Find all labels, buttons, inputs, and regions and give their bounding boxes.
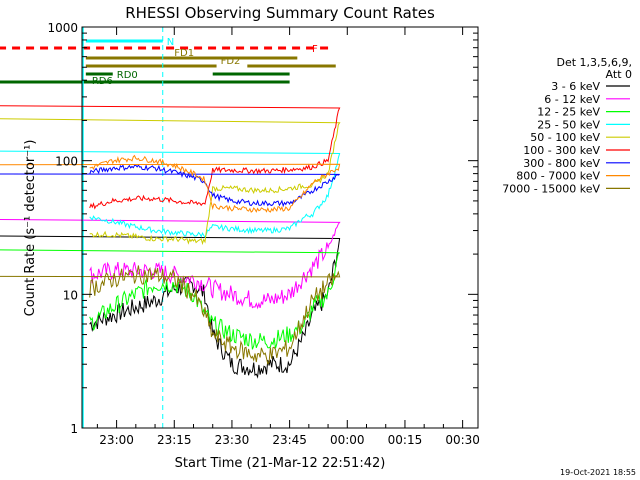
series-line-2: [0, 249, 340, 350]
x-tick-label-1: 23:15: [157, 433, 192, 447]
x-tick-label-2: 23:30: [215, 433, 250, 447]
legend-label-0: 3 - 6 keV: [551, 80, 600, 93]
series-line-8: [0, 265, 341, 365]
legend-label-1: 6 - 12 keV: [544, 93, 600, 106]
flag-label-f: F: [312, 44, 318, 55]
y-tick-label-1: 10: [63, 288, 78, 302]
x-tick-label-0: 23:00: [99, 433, 134, 447]
x-tick-label-4: 00:00: [330, 433, 365, 447]
legend-label-2: 12 - 25 keV: [537, 106, 600, 119]
legend-label-3: 25 - 50 keV: [537, 118, 600, 131]
saa-night-markers: [82, 27, 164, 428]
flag-label-rd6: RD6: [92, 76, 113, 87]
x-tick-label-6: 00:30: [445, 433, 480, 447]
series-line-6: [0, 164, 340, 208]
series-line-3: [0, 150, 341, 239]
plot-frame: [81, 26, 479, 429]
x-axis-label: Start Time (21-Mar-12 22:51:42): [175, 456, 386, 471]
series-line-4: [0, 118, 341, 246]
legend-label-5: 100 - 300 keV: [523, 144, 600, 157]
legend-header-1: Det 1,3,5,6,9,: [556, 56, 632, 69]
legend-label-4: 50 - 100 keV: [530, 131, 600, 144]
y-axis-ticks: 1 10 100 1000: [47, 21, 478, 436]
y-tick-label-2: 100: [55, 155, 78, 169]
x-axis-ticks: 23:00 23:15 23:30 23:45 00:00 00:15 00:30: [96, 27, 480, 447]
flag-label-n: N: [167, 37, 174, 48]
flag-label-rd0: RD0: [117, 70, 138, 81]
legend-label-8: 7000 - 15000 keV: [502, 182, 600, 195]
flag-bars: N F FD1 FD2 RD0 RD6: [0, 37, 336, 87]
legend-label-6: 300 - 800 keV: [523, 157, 600, 170]
series-line-7: [0, 154, 341, 213]
legend-header-2: Att 0: [606, 68, 632, 81]
y-tick-label-0: 1: [70, 422, 78, 436]
legend-label-7: 800 - 7000 keV: [516, 170, 600, 183]
footer-date: 19-Oct-2021 18:55: [560, 468, 636, 477]
series-line-1: [0, 218, 341, 310]
chart-title: RHESSI Observing Summary Count Rates: [125, 4, 435, 22]
series-lines: [0, 105, 341, 379]
flag-label-fd1: FD1: [174, 48, 194, 59]
y-tick-label-3: 1000: [47, 21, 78, 35]
flag-label-fd2: FD2: [221, 56, 241, 67]
series-line-0: [0, 235, 341, 379]
x-tick-label-3: 23:45: [272, 433, 307, 447]
x-tick-label-5: 00:15: [388, 433, 423, 447]
series-line-5: [0, 105, 341, 210]
y-axis-label: Count Rate (s⁻¹ detector⁻¹): [23, 140, 38, 317]
